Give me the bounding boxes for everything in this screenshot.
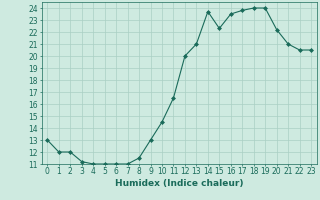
X-axis label: Humidex (Indice chaleur): Humidex (Indice chaleur) bbox=[115, 179, 244, 188]
